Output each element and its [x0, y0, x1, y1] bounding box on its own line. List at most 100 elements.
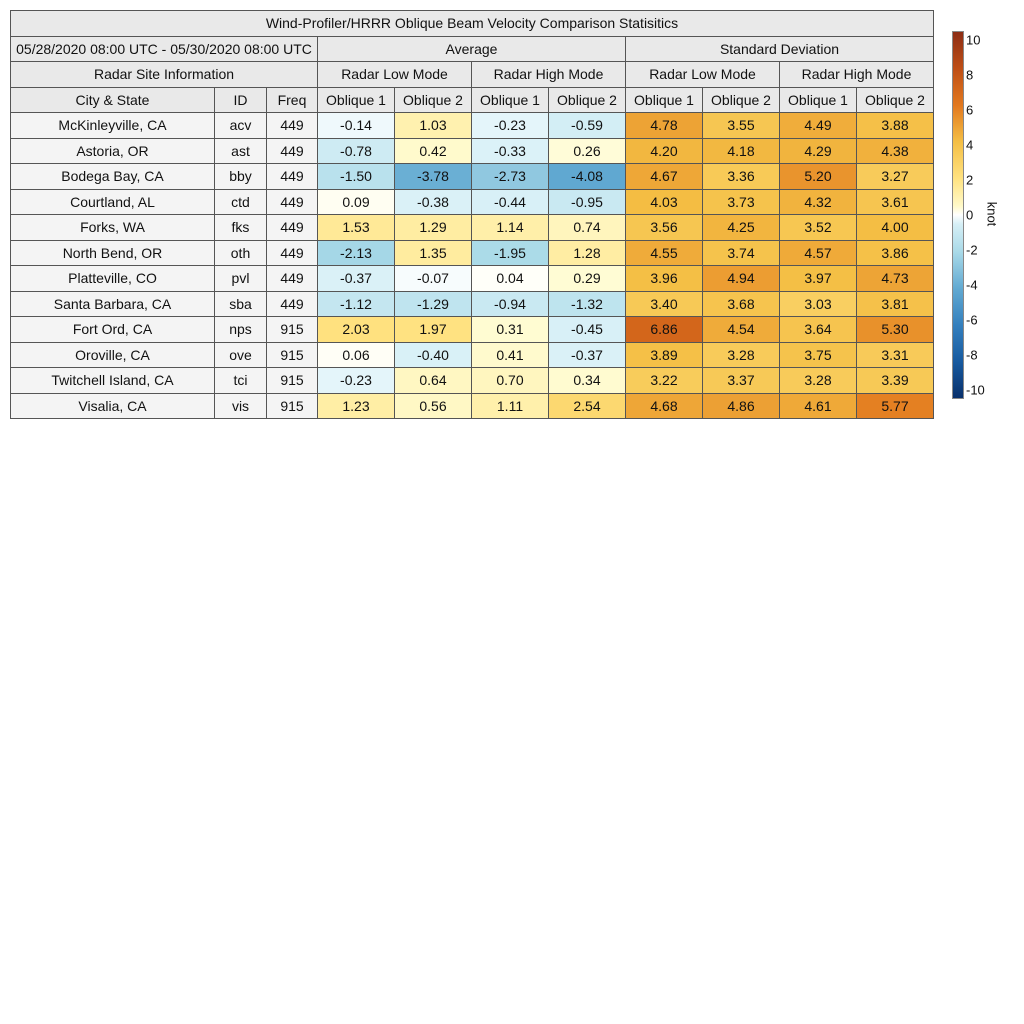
- site-city-cell: Platteville, CO: [10, 265, 215, 292]
- heatmap-cell: 3.64: [779, 316, 857, 343]
- heatmap-cell: 0.31: [471, 316, 549, 343]
- site-id-cell: sba: [214, 290, 267, 317]
- table-row: Visalia, CA vis 915 1.23 0.56 1.11 2.54 4.68 4.8…: [10, 392, 934, 419]
- heatmap-cell: 4.57: [779, 239, 857, 266]
- site-city-cell: Forks, WA: [10, 214, 215, 241]
- heatmap-cell: 4.94: [702, 265, 780, 292]
- heatmap-cell: 3.89: [625, 341, 703, 368]
- avg-high-oblique2-header: Oblique 2: [548, 86, 626, 113]
- heatmap-cell: 4.61: [779, 392, 857, 419]
- heatmap-cell: -1.29: [394, 290, 472, 317]
- heatmap-cell: -1.32: [548, 290, 626, 317]
- site-id-cell: fks: [214, 214, 267, 241]
- heatmap-cell: 3.37: [702, 367, 780, 394]
- heatmap-cell: -0.94: [471, 290, 549, 317]
- date-range: 05/28/2020 08:00 UTC - 05/30/2020 08:00 …: [10, 35, 318, 62]
- site-id-cell: ove: [214, 341, 267, 368]
- std-low-oblique1-header: Oblique 1: [625, 86, 703, 113]
- site-city-cell: Oroville, CA: [10, 341, 215, 368]
- colorbar: [952, 31, 964, 399]
- site-freq-cell: 449: [266, 163, 318, 190]
- heatmap-cell: 0.56: [394, 392, 472, 419]
- colorbar-tick-label: -8: [966, 347, 978, 363]
- avg-high-mode-header: Radar High Mode: [471, 61, 626, 88]
- heatmap-cell: 4.54: [702, 316, 780, 343]
- site-freq-cell: 449: [266, 112, 318, 139]
- heatmap-cell: 0.70: [471, 367, 549, 394]
- heatmap-cell: 4.00: [856, 214, 934, 241]
- site-id-cell: ast: [214, 137, 267, 164]
- heatmap-cell: 2.54: [548, 392, 626, 419]
- colorbar-tick-label: -10: [966, 382, 985, 398]
- heatmap-cell: 4.73: [856, 265, 934, 292]
- heatmap-cell: -0.37: [317, 265, 395, 292]
- heatmap-cell: -0.23: [317, 367, 395, 394]
- heatmap-cell: 3.28: [702, 341, 780, 368]
- site-freq-cell: 915: [266, 341, 318, 368]
- heatmap-cell: 2.03: [317, 316, 395, 343]
- heatmap-cell: 3.88: [856, 112, 934, 139]
- heatmap-cell: -0.14: [317, 112, 395, 139]
- heatmap-cell: 0.34: [548, 367, 626, 394]
- table-row: Oroville, CA ove 915 0.06 -0.40 0.41 -0.37 3.89…: [10, 341, 934, 368]
- std-high-oblique2-header: Oblique 2: [856, 86, 934, 113]
- site-city-cell: Twitchell Island, CA: [10, 367, 215, 394]
- heatmap-cell: -0.37: [548, 341, 626, 368]
- site-id-cell: nps: [214, 316, 267, 343]
- heatmap-cell: 3.96: [625, 265, 703, 292]
- colorbar-unit-label: knot: [984, 201, 1000, 227]
- table-title: Wind-Profiler/HRRR Oblique Beam Velocity…: [10, 10, 934, 37]
- site-city-cell: Santa Barbara, CA: [10, 290, 215, 317]
- heatmap-cell: -0.07: [394, 265, 472, 292]
- avg-low-mode-header: Radar Low Mode: [317, 61, 472, 88]
- heatmap-cell: 0.29: [548, 265, 626, 292]
- table-row: Courtland, AL ctd 449 0.09 -0.38 -0.44 -0.95 4.…: [10, 188, 934, 215]
- heatmap-cell: 3.31: [856, 341, 934, 368]
- heatmap-cell: -0.40: [394, 341, 472, 368]
- heatmap-cell: -2.13: [317, 239, 395, 266]
- heatmap-cell: 4.25: [702, 214, 780, 241]
- site-info-header: Radar Site Information: [10, 61, 318, 88]
- site-id-cell: ctd: [214, 188, 267, 215]
- heatmap-cell: 4.38: [856, 137, 934, 164]
- table-row: Santa Barbara, CA sba 449 -1.12 -1.29 -0.94 -1…: [10, 290, 934, 317]
- heatmap-cell: 4.03: [625, 188, 703, 215]
- heatmap-cell: -1.50: [317, 163, 395, 190]
- heatmap-cell: 1.03: [394, 112, 472, 139]
- heatmap-cell: 3.68: [702, 290, 780, 317]
- heatmap-cell: -1.95: [471, 239, 549, 266]
- colorbar-tick-label: 8: [966, 67, 974, 83]
- heatmap-cell: 5.30: [856, 316, 934, 343]
- table-body: McKinleyville, CA acv 449 -0.14 1.03 -0.23 -0.…: [10, 112, 934, 419]
- table-row: Bodega Bay, CA bby 449 -1.50 -3.78 -2.73 -4.08…: [10, 163, 934, 190]
- site-freq-cell: 449: [266, 214, 318, 241]
- heatmap-cell: 0.06: [317, 341, 395, 368]
- id-column-header: ID: [214, 86, 267, 113]
- freq-column-header: Freq: [266, 86, 318, 113]
- heatmap-cell: 6.86: [625, 316, 703, 343]
- heatmap-cell: 1.97: [394, 316, 472, 343]
- heatmap-cell: 3.28: [779, 367, 857, 394]
- avg-high-oblique1-header: Oblique 1: [471, 86, 549, 113]
- heatmap-cell: 4.78: [625, 112, 703, 139]
- site-city-cell: McKinleyville, CA: [10, 112, 215, 139]
- heatmap-cell: 0.09: [317, 188, 395, 215]
- site-id-cell: vis: [214, 392, 267, 419]
- std-high-oblique1-header: Oblique 1: [779, 86, 857, 113]
- site-city-cell: North Bend, OR: [10, 239, 215, 266]
- heatmap-cell: 1.23: [317, 392, 395, 419]
- heatmap-cell: 3.75: [779, 341, 857, 368]
- table-row: Forks, WA fks 449 1.53 1.29 1.14 0.74 3.56 4.25 3…: [10, 214, 934, 241]
- heatmap-cell: -1.12: [317, 290, 395, 317]
- heatmap-cell: 4.67: [625, 163, 703, 190]
- heatmap-cell: 4.29: [779, 137, 857, 164]
- avg-low-oblique2-header: Oblique 2: [394, 86, 472, 113]
- table-row: Platteville, CO pvl 449 -0.37 -0.07 0.04 0.29 3…: [10, 265, 934, 292]
- heatmap-cell: -4.08: [548, 163, 626, 190]
- heatmap-cell: 4.49: [779, 112, 857, 139]
- colorbar-tick-label: -4: [966, 277, 978, 293]
- site-id-cell: acv: [214, 112, 267, 139]
- table-row: Twitchell Island, CA tci 915 -0.23 0.64 0.70 0…: [10, 367, 934, 394]
- heatmap-cell: 1.11: [471, 392, 549, 419]
- table-row: Fort Ord, CA nps 915 2.03 1.97 0.31 -0.45 6.86 4…: [10, 316, 934, 343]
